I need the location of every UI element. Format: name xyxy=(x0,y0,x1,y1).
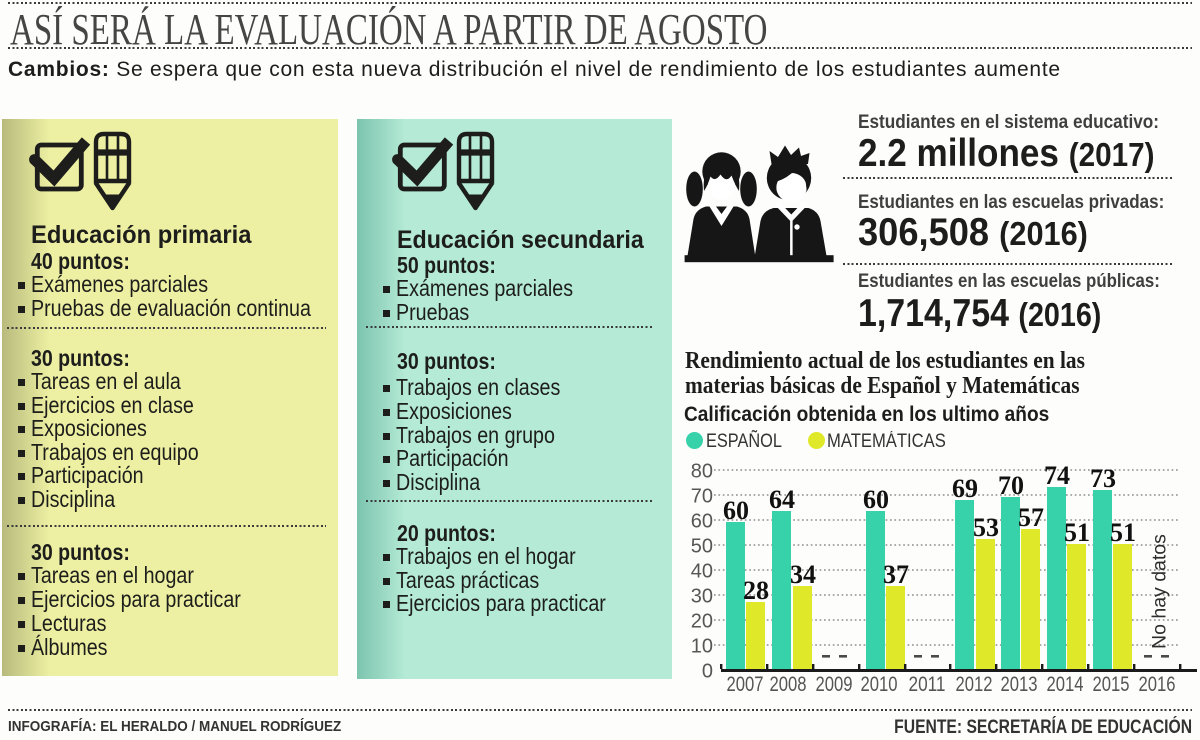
svg-text:2013: 2013 xyxy=(1001,673,1038,696)
svg-text:69: 69 xyxy=(952,474,978,503)
svg-text:2016: 2016 xyxy=(1139,673,1176,696)
svg-text:No hay datos: No hay datos xyxy=(1149,534,1171,649)
svg-text:2014: 2014 xyxy=(1047,673,1084,696)
svg-text:2009: 2009 xyxy=(816,673,853,696)
svg-text:50: 50 xyxy=(691,536,713,558)
svg-text:57: 57 xyxy=(1018,503,1044,532)
svg-text:60: 60 xyxy=(723,496,749,525)
svg-text:30: 30 xyxy=(691,586,713,608)
svg-text:2010: 2010 xyxy=(861,673,898,696)
svg-text:10: 10 xyxy=(691,636,713,658)
svg-text:40: 40 xyxy=(691,561,713,583)
svg-text:2015: 2015 xyxy=(1093,673,1130,696)
svg-text:0: 0 xyxy=(702,661,713,683)
svg-text:64: 64 xyxy=(769,485,795,514)
svg-text:2011: 2011 xyxy=(909,673,946,696)
svg-text:34: 34 xyxy=(790,560,816,589)
svg-text:53: 53 xyxy=(973,513,999,542)
svg-text:80: 80 xyxy=(691,461,713,483)
svg-text:60: 60 xyxy=(691,511,713,533)
svg-text:2007: 2007 xyxy=(727,673,764,696)
svg-text:70: 70 xyxy=(691,486,713,508)
svg-text:74: 74 xyxy=(1044,461,1070,490)
svg-text:73: 73 xyxy=(1090,464,1116,493)
svg-text:20: 20 xyxy=(691,611,713,633)
svg-text:70: 70 xyxy=(998,471,1024,500)
svg-text:60: 60 xyxy=(863,485,889,514)
svg-text:2008: 2008 xyxy=(770,673,807,696)
svg-text:51: 51 xyxy=(1064,518,1090,547)
svg-text:51: 51 xyxy=(1110,518,1136,547)
svg-text:37: 37 xyxy=(883,560,909,589)
svg-text:2012: 2012 xyxy=(956,673,993,696)
svg-text:28: 28 xyxy=(743,576,769,605)
